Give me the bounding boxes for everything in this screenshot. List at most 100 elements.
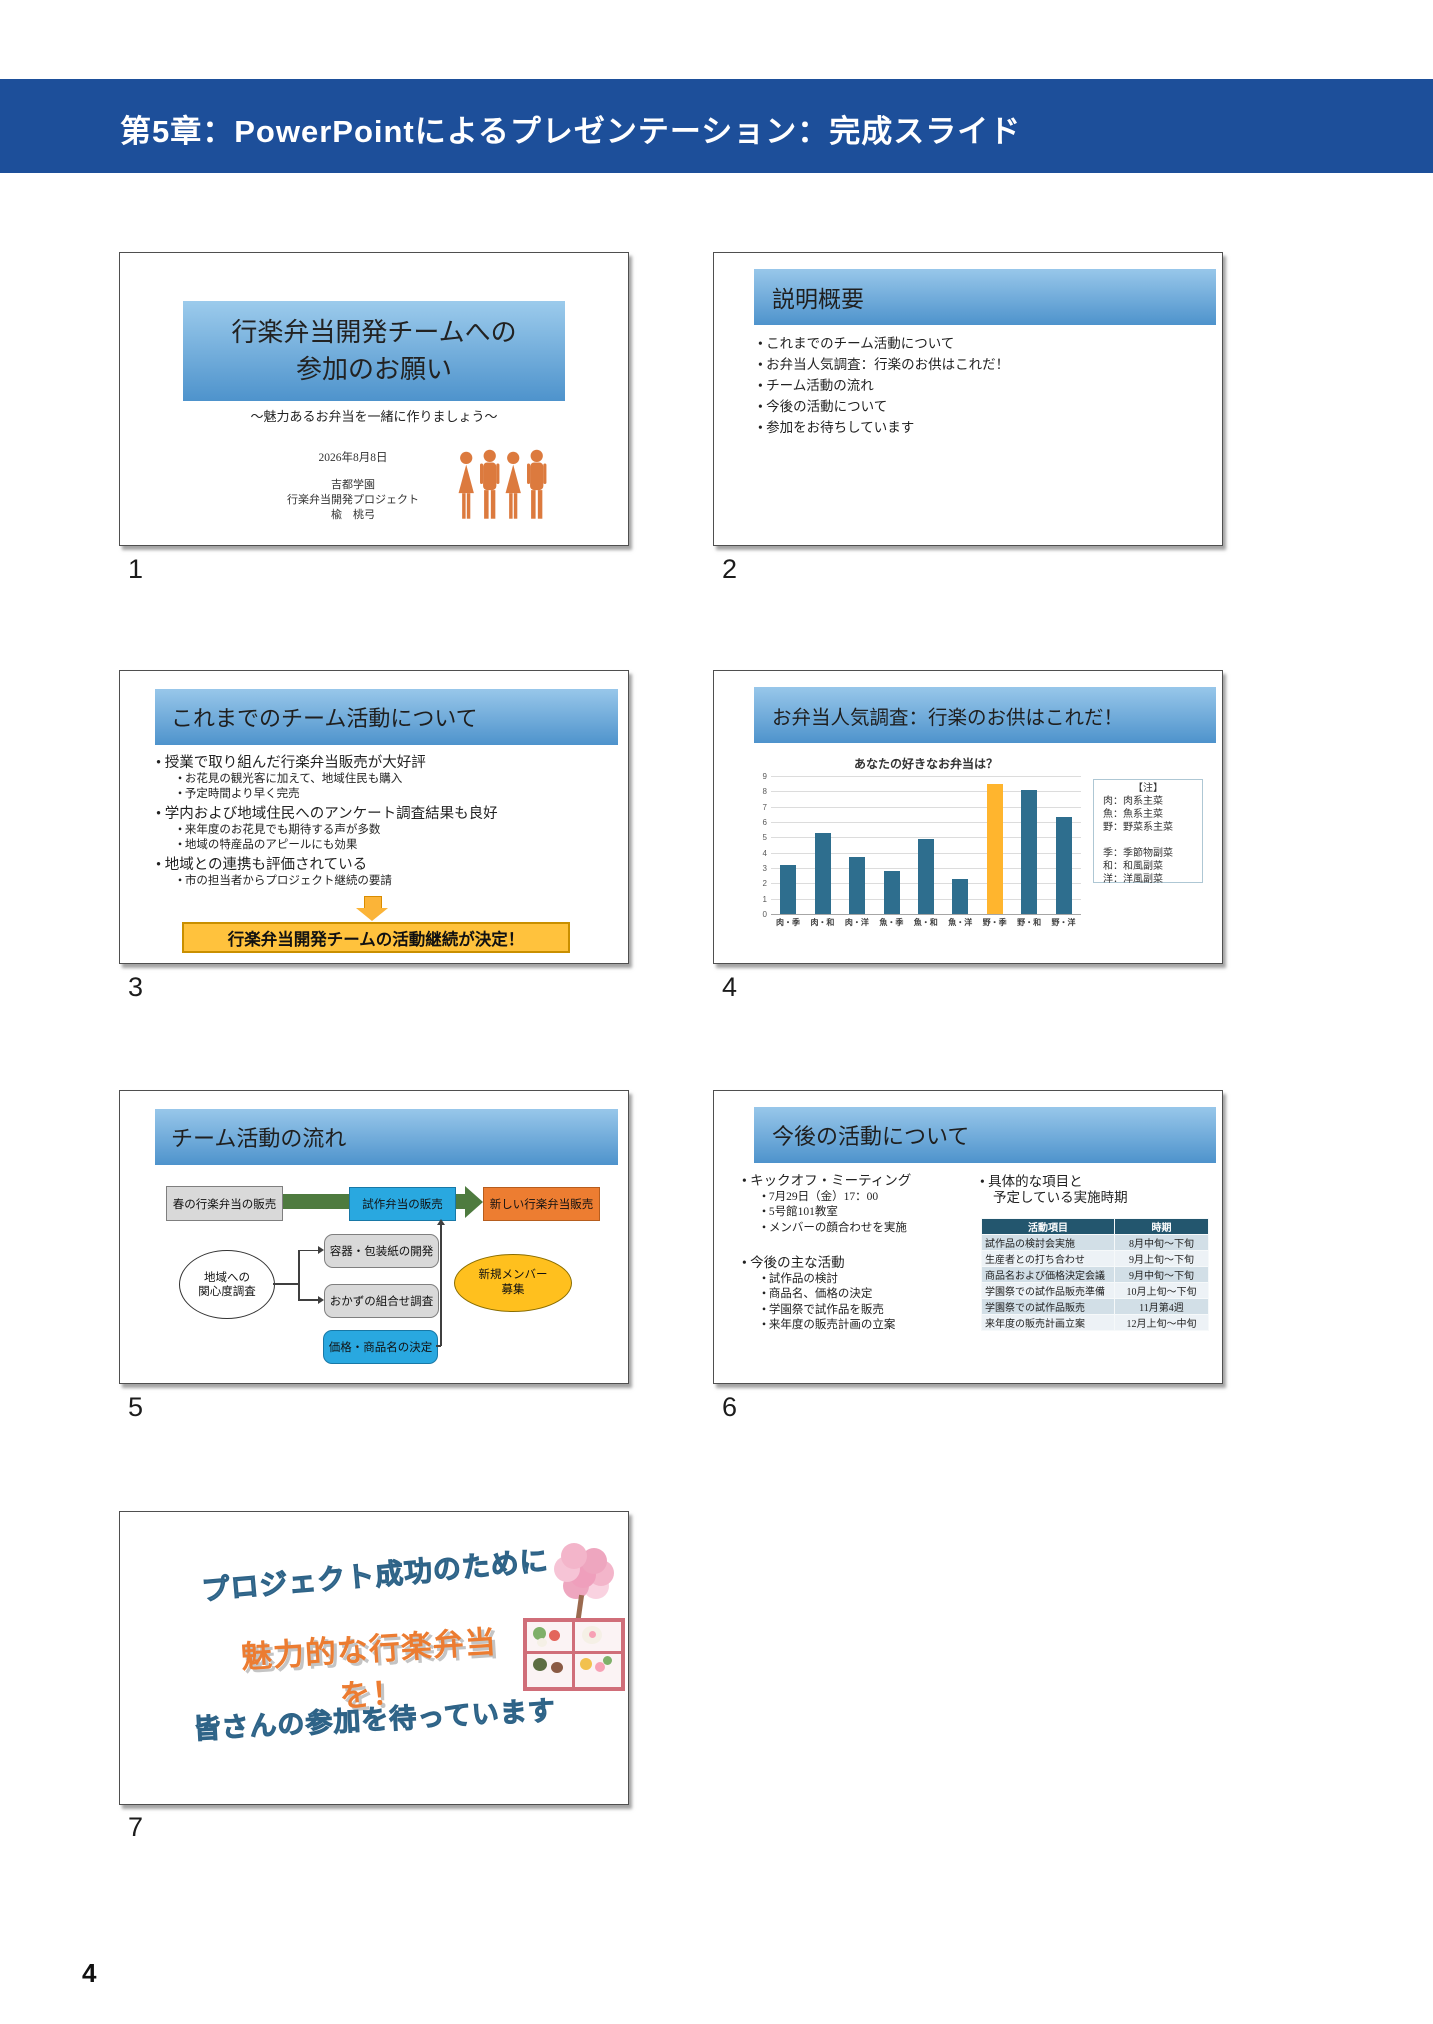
slide1-title-line2: 参加のお願い — [295, 355, 452, 384]
slide1-title-line1: 行楽弁当開発チームへの — [231, 318, 517, 347]
table-header: 活動項目 — [981, 1218, 1115, 1235]
slide6-title: 今後の活動について — [772, 1124, 970, 1149]
table-cell: 10月上旬～下旬 — [1114, 1282, 1209, 1299]
slide6-number: 6 — [722, 1392, 738, 1422]
bento-photo — [515, 1537, 625, 1692]
y-tick-label: 4 — [762, 848, 767, 858]
flow-box-okazu: おかずの組合せ調査 — [324, 1284, 439, 1318]
bullet-item: • 地域との連携も評価されている — [156, 857, 368, 873]
table-cell: 9月中旬～下旬 — [1114, 1266, 1209, 1283]
sub-bullet-item: • 5号館101教室 — [762, 1206, 838, 1218]
green-arrow-band — [454, 1194, 466, 1209]
slide3-conclusion-box: 行楽弁当開発チームの活動継続が決定！ — [182, 922, 570, 953]
slide2-title: 説明概要 — [772, 287, 864, 312]
slide-7: プロジェクト成功のために 魅力的な行楽弁当を！ 皆さんの参加を待っています — [119, 1511, 629, 1805]
connector-arrow-icon — [318, 1246, 324, 1254]
x-tick-label: 肉・洋 — [844, 918, 869, 927]
y-tick-label: 5 — [762, 833, 767, 843]
cherry-blossom-icon — [561, 1543, 587, 1569]
connector-line — [298, 1250, 300, 1300]
bullet-item: • 今後の主な活動 — [742, 1255, 845, 1270]
legend-line: 洋：洋風副菜 — [1103, 874, 1163, 885]
table-row: 学園祭での試作品販売準備 10月上旬～下旬 — [981, 1282, 1209, 1299]
connector-line — [273, 1283, 298, 1285]
legend-line: 和：和風副菜 — [1103, 861, 1163, 872]
wordart-line1: プロジェクト成功のために — [200, 1544, 550, 1607]
slide1-subtitle: ～魅力あるお弁当を一緒に作りましょう～ — [250, 409, 498, 424]
sub-bullet-item: • メンバーの顔合わせを実施 — [762, 1221, 907, 1234]
flow-box-spring-sale: 春の行楽弁当の販売 — [166, 1186, 283, 1221]
bento-box-icon — [523, 1618, 625, 1691]
x-tick-label: 魚・洋 — [948, 918, 973, 927]
table-row: 学園祭での試作品販売 11月第4週 — [981, 1298, 1209, 1315]
table-row: 来年度の販売計画立案 12月上旬～中旬 — [981, 1314, 1209, 1331]
flow-ellipse-members: 新規メンバー 募集 — [454, 1254, 572, 1312]
slide5-title: チーム活動の流れ — [171, 1126, 347, 1151]
sub-bullet-item: • お花見の観光客に加えて、地域住民も購入 — [178, 773, 403, 785]
connector-line — [298, 1299, 318, 1301]
bar-chart-plot: 0 1 2 3 4 5 6 7 8 9 肉・季 肉・和 肉・洋 魚・季 魚・和 魚・洋 野・季 野・和 野・洋 — [763, 772, 1081, 927]
table-cell: 来年度の販売計画立案 — [981, 1314, 1115, 1331]
sub-bullet-item: • 地域の特産品のアピールにも効果 — [178, 839, 358, 851]
table-cell: 8月中旬～下旬 — [1114, 1234, 1209, 1251]
legend-line — [1094, 834, 1202, 847]
bullet-item: • 今後の活動について — [758, 399, 888, 414]
slide1-author: 楡 桃弓 — [331, 509, 375, 521]
bullet-dot: • — [980, 1174, 989, 1189]
legend-line: 肉：肉系主菜 — [1103, 796, 1163, 807]
bar — [780, 864, 797, 914]
bar — [986, 783, 1003, 914]
activity-table: 活動項目 時期 試作品の検討会実施 8月中旬～下旬 生産者との打ち合わせ 9月上旬～下旬商… — [981, 1218, 1209, 1331]
slide6-right-bullet: • 具体的な項目と 予定している実施時期 — [980, 1174, 1128, 1205]
slide2-bullets: • これまでのチーム活動について • お弁当人気調査：行楽のお供はこれだ！ • チー… — [758, 333, 1198, 438]
y-tick-label: 8 — [762, 787, 767, 797]
bullet-item: • お弁当人気調査：行楽のお供はこれだ！ — [758, 357, 1010, 372]
gridline — [771, 837, 1081, 839]
chart-legend-title: 【注】 — [1133, 783, 1163, 794]
bar — [883, 871, 900, 914]
sub-bullet-item: • 来年度のお花見でも期待する声が多数 — [178, 824, 381, 836]
y-tick-label: 6 — [762, 818, 767, 827]
slide-6: 今後の活動について • キックオフ・ミーティング • 7月29日（金）17：00 •… — [713, 1090, 1223, 1384]
sub-bullet-item: • 来年度の販売計画の立案 — [762, 1319, 896, 1331]
flow-box-trial-sale: 試作弁当の販売 — [349, 1187, 456, 1221]
slide3-title: これまでのチーム活動について — [171, 706, 478, 731]
chapter-header-banner: 第5章：PowerPointによるプレゼンテーション：完成スライド — [0, 79, 1433, 173]
gridline — [771, 806, 1081, 808]
gridline — [771, 822, 1081, 823]
flow-box-package: 容器・包装紙の開発 — [324, 1234, 439, 1268]
y-tick-label: 3 — [762, 864, 767, 873]
bullet-item: • チーム活動の流れ — [758, 378, 874, 393]
table-cell: 学園祭での試作品販売準備 — [981, 1282, 1115, 1299]
x-tick-label: 野・季 — [982, 918, 1007, 927]
gridline — [771, 776, 1081, 777]
x-tick-label: 魚・季 — [879, 918, 904, 927]
y-tick-label: 1 — [762, 894, 767, 904]
bullet-item: • キックオフ・ミーティング — [742, 1173, 912, 1188]
slide1-title-box: 行楽弁当開発チームへの 参加のお願い — [183, 301, 565, 401]
chart-legend-lines: 肉：肉系主菜 魚：魚系主菜 野：野菜系主菜 季：季節物副菜 和：和風副菜 洋：洋風副菜 — [1094, 795, 1202, 886]
sub-bullet-item: • 商品名、価格の決定 — [762, 1288, 873, 1300]
bar — [849, 857, 866, 914]
connector-arrow-icon — [318, 1296, 324, 1304]
gridline — [771, 791, 1081, 793]
table-cell: 12月上旬～中旬 — [1114, 1314, 1209, 1331]
slide1-date: 2026年8月8日 — [318, 452, 388, 464]
x-tick-label: 肉・季 — [776, 918, 800, 927]
slide-2: 説明概要 • これまでのチーム活動について • お弁当人気調査：行楽のお供はこれだ… — [713, 252, 1223, 546]
slide3-title-box: これまでのチーム活動について — [155, 689, 618, 745]
bullet-item: • 参加をお待ちしています — [758, 420, 915, 435]
table-row: 生産者との打ち合わせ 9月上旬～下旬 — [981, 1250, 1209, 1267]
chart-title: あなたの好きなお弁当は？ — [853, 757, 998, 771]
y-tick-label: 9 — [762, 772, 767, 781]
slide3-number: 3 — [128, 972, 144, 1002]
y-tick-label: 7 — [762, 802, 767, 812]
legend-line: 野：野菜系主菜 — [1103, 822, 1173, 833]
table-cell: 学園祭での試作品販売 — [981, 1298, 1115, 1315]
y-tick-label: 0 — [762, 910, 767, 919]
table-cell: 9月上旬～下旬 — [1114, 1250, 1209, 1267]
sub-bullet-item: • 7月29日（金）17：00 — [762, 1190, 879, 1203]
flow-box-price: 価格・商品名の決定 — [323, 1330, 438, 1364]
connector-line — [440, 1225, 442, 1346]
